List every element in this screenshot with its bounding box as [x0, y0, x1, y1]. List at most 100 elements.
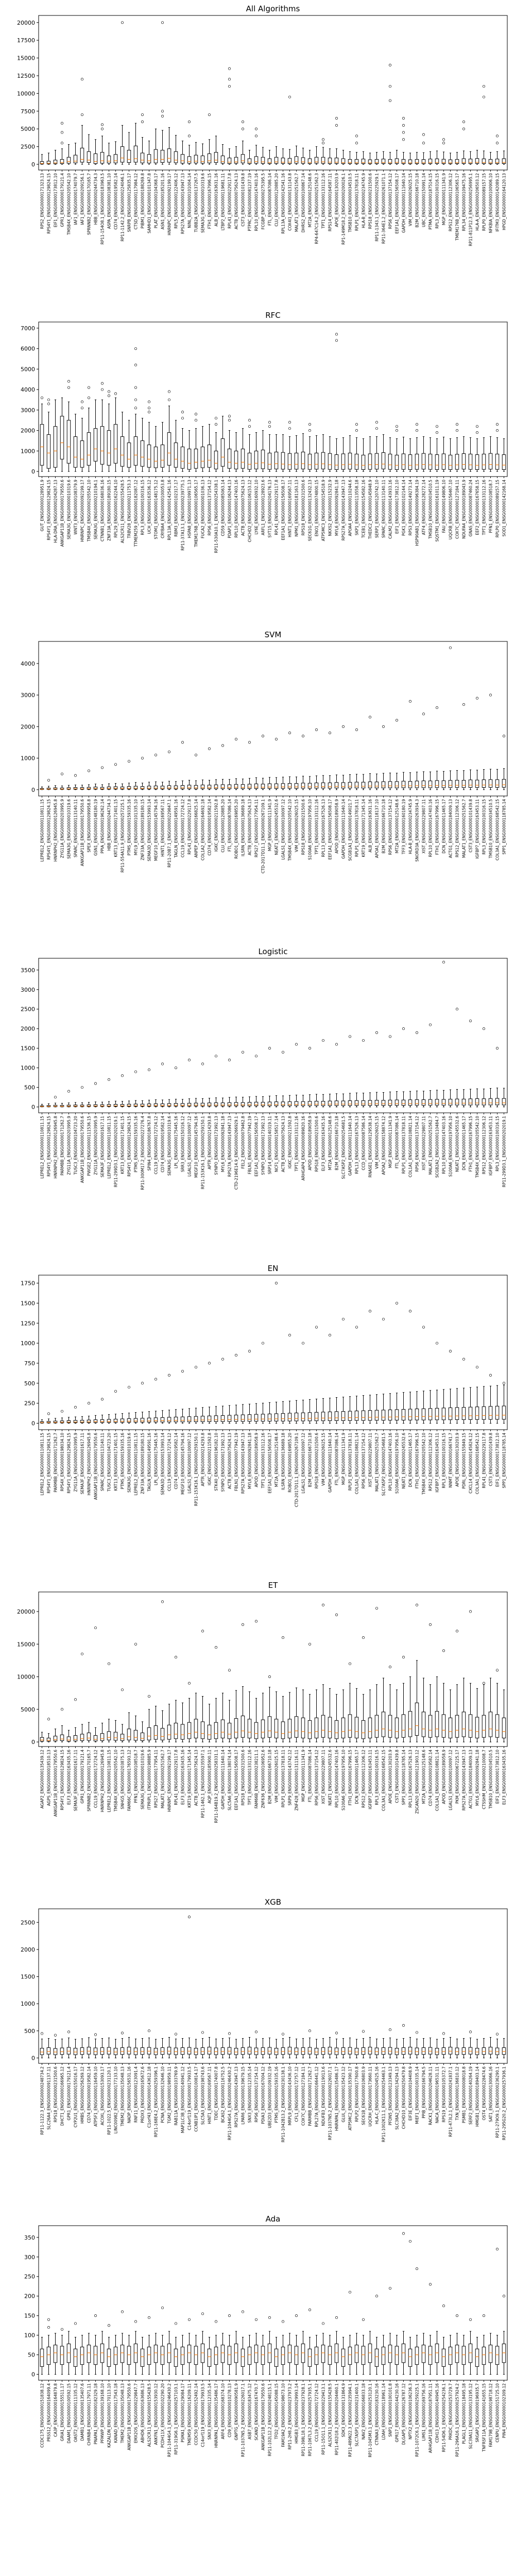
x-tick-label: VIM_ENSG00000026025.15 [408, 173, 413, 226]
x-tick-label: GLUL_ENSG00000135423.12 [341, 2066, 346, 2123]
x-tick-label: CLU_ENSG00000120885.20 [221, 799, 226, 853]
x-tick-label: GUT_ENSG00000128951.9 [40, 480, 45, 531]
box-49 [368, 1092, 372, 1108]
iqr-box [461, 453, 466, 470]
box-44 [334, 333, 339, 472]
x-tick-label: TPT1_ENSG00000133112.16 [321, 173, 326, 229]
outlier-point [335, 2031, 338, 2035]
outlier-point [228, 67, 231, 70]
box-10 [107, 1662, 111, 1742]
iqr-box [247, 2046, 252, 2055]
x-tick-label: TAGLN_ENSG00000149591.16 [147, 1433, 152, 1492]
iqr-box [348, 1411, 352, 1421]
y-tick-label: 3000 [21, 407, 35, 414]
x-tick-label: AGPS_ENSG00000018510.13 [47, 1750, 52, 1806]
iqr-box [46, 434, 51, 469]
box-14 [133, 782, 138, 790]
box-43 [328, 1094, 332, 1108]
iqr-box [502, 158, 506, 164]
outlier-point [455, 429, 459, 432]
x-tick-label: ZYG11A_ENSG00000203995.9 [67, 1116, 72, 1175]
iqr-box [415, 2047, 419, 2055]
x-tick-label: FAM66C_ENSG00000176593.12 [127, 1750, 132, 1811]
x-tick-label: RPS4Y1_ENSG00000129824.15 [47, 480, 52, 540]
x-tick-label: LEPREL2_ENSG00000110811.15 [107, 1116, 112, 1179]
x-tick-label: RPS4Y1_ENSG00000129824.15 [47, 1116, 52, 1177]
x-tick-label: EIF1_ENSG00000173812.10 [54, 173, 58, 227]
box-21 [180, 1702, 185, 1742]
iqr-box [254, 2047, 259, 2055]
iqr-box [321, 782, 325, 789]
iqr-box [147, 444, 151, 468]
x-tick-label: KANAD_ENSG00000117543.18 [114, 2383, 118, 2443]
outlier-point [208, 1362, 211, 1365]
outlier-point [375, 1607, 379, 1610]
x-tick-label: PPIB_ENSG00000166794.5 [422, 2066, 426, 2119]
box-40 [307, 423, 312, 472]
box-39 [301, 1342, 305, 1424]
box-25 [207, 747, 212, 790]
outlier-point [60, 1410, 64, 1413]
iqr-box [187, 2047, 192, 2055]
box-5 [73, 774, 78, 790]
iqr-box [140, 786, 145, 790]
box-27 [220, 2038, 225, 2058]
x-tick-label: FEL2_ENSG00000079462.8 [241, 1116, 246, 1169]
y-tick-label: 4000 [21, 386, 35, 393]
box-9 [100, 1722, 105, 1742]
iqr-box [408, 159, 413, 164]
x-tick-label: HLA-B_ENSG00000234745.9 [408, 799, 413, 854]
outlier-point [268, 421, 271, 424]
iqr-box [147, 154, 151, 164]
box-68 [495, 423, 500, 472]
x-tick-label: FCGBP_ENSG00000275395.5 [261, 173, 266, 230]
box-63 [461, 2038, 466, 2058]
box-28 [227, 1405, 232, 1424]
box-32 [254, 432, 259, 472]
iqr-box [207, 1724, 212, 1740]
box-10 [107, 783, 111, 790]
iqr-box [174, 442, 178, 468]
box-57 [421, 2038, 426, 2058]
iqr-box [368, 453, 372, 470]
x-tick-label: HLA-A_ENSG00000206503.12 [475, 173, 480, 231]
x-tick-label: ACTB_ENSG00000075624.13 [241, 480, 246, 536]
box-11 [113, 1720, 118, 1742]
x-tick-label: CST3_ENSG00000101439.8 [489, 1433, 493, 1486]
outlier-point [395, 429, 399, 432]
box-32 [254, 1620, 259, 1742]
iqr-box [174, 151, 178, 163]
x-tick-label: B2M_ENSG00000166710.18 [382, 799, 386, 854]
x-tick-label: RP11-364E1.2_ENSG00000261071.1 [382, 173, 386, 244]
box-45 [341, 437, 346, 472]
iqr-box [428, 781, 433, 788]
outlier-point [495, 142, 499, 145]
iqr-box [502, 779, 506, 788]
box-19 [167, 2331, 171, 2375]
iqr-box [107, 786, 111, 790]
box-49 [368, 716, 372, 790]
iqr-box [321, 157, 325, 164]
outlier-point [274, 738, 278, 741]
iqr-box [214, 1722, 218, 1739]
x-tick-label: RPL5_ENSG00000122406.12 [174, 173, 179, 229]
x-tick-label: PFN1_ENSG00000108518.7 [489, 480, 493, 533]
box-36 [281, 2032, 285, 2058]
iqr-box [180, 154, 185, 164]
iqr-box [120, 2047, 125, 2055]
box-27 [220, 1358, 225, 1424]
x-tick-label: PTPRC_ENSG00000081237.19 [248, 173, 252, 231]
x-tick-label: RPS12_ENSG00000112306.12 [482, 1116, 487, 1174]
box-62 [455, 1630, 459, 1742]
box-17 [153, 1706, 158, 1742]
box-5 [73, 143, 78, 165]
box-1 [46, 2038, 51, 2058]
box-10 [107, 2324, 111, 2375]
box-27 [220, 416, 225, 472]
outlier-point [60, 2328, 64, 2331]
box-60 [441, 1389, 446, 1424]
y-tick-label: 2000 [21, 1026, 35, 1032]
box-37 [287, 421, 292, 472]
outlier-point [335, 333, 338, 336]
iqr-box [113, 424, 118, 464]
